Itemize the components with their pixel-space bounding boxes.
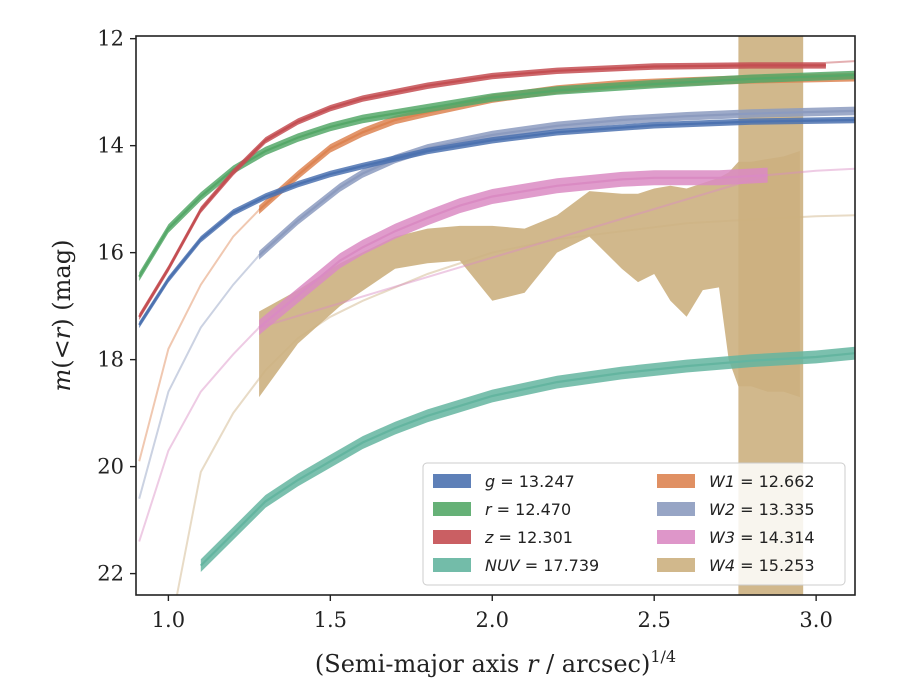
legend-band-value: = 12.301 (493, 528, 573, 547)
series-w1-extrapolated-line (138, 209, 260, 462)
legend-label: W2 = 13.335 (709, 500, 815, 519)
y-tick-label: 16 (97, 241, 124, 265)
series-w2 (138, 106, 855, 499)
series-r-line (138, 73, 855, 278)
series-w2-line (258, 109, 855, 257)
axes-ticks: 1.0 1.5 2.0 2.5 3.0 12 14 16 18 20 22 (97, 27, 833, 632)
legend-swatch (657, 558, 695, 572)
series-r (138, 70, 855, 281)
legend-item-w2: W2 = 13.335 (657, 500, 815, 519)
legend-band-name: g (485, 472, 495, 491)
legend-swatch (433, 474, 471, 488)
legend-item-nuv: NUV = 17.739 (433, 556, 599, 575)
legend-swatch (433, 502, 471, 516)
series-z-extrapolated-line (825, 60, 855, 64)
series-w3-line (258, 174, 768, 329)
y-tick-label: 14 (97, 134, 124, 158)
y-tick-label: 22 (97, 562, 124, 586)
series-nuv (200, 346, 855, 572)
legend-band-value: = 13.247 (495, 472, 575, 491)
legend-item-r: r = 12.470 (433, 500, 571, 519)
legend-label: W4 = 15.253 (709, 556, 815, 575)
y-tick-label: 12 (97, 27, 124, 51)
legend-band-value: = 12.470 (492, 500, 572, 519)
series-z (138, 60, 855, 320)
legend-band-value: = 15.253 (735, 556, 815, 575)
legend-swatch (657, 530, 695, 544)
y-axis-label: m(<r) (mag) (48, 240, 76, 392)
legend-label: r = 12.470 (485, 500, 571, 519)
series-g (138, 116, 855, 329)
legend-item-w3: W3 = 14.314 (657, 528, 815, 547)
plot-frame (135, 35, 856, 596)
x-tick-label: 1.5 (314, 608, 347, 632)
legend-band-name: W1 (709, 472, 735, 491)
legend-item-w4: W4 = 15.253 (657, 556, 815, 575)
y-tick-label: 20 (97, 455, 124, 479)
legend-band-name: W4 (709, 556, 735, 575)
legend-swatch (657, 474, 695, 488)
legend-band-value: = 17.739 (520, 556, 600, 575)
x-tick-label: 2.5 (637, 608, 670, 632)
series-nuv-line (200, 352, 855, 567)
legend-label: g = 13.247 (485, 472, 575, 491)
legend-box (422, 462, 846, 586)
y-tick-label: 18 (97, 348, 124, 372)
legend-band-value: = 14.314 (735, 528, 815, 547)
legend-label: W3 = 14.314 (709, 528, 815, 547)
legend-label: W1 = 12.662 (709, 472, 815, 491)
legend-swatch (433, 530, 471, 544)
legend-swatch (657, 502, 695, 516)
series-w3-band (259, 167, 768, 335)
series-w3-extrapolated-line (138, 167, 855, 542)
series-z-line (138, 64, 826, 318)
series-w2-extrapolated-line (138, 254, 260, 499)
x-tick-label: 3.0 (799, 608, 832, 632)
x-tick-label: 2.0 (476, 608, 509, 632)
x-tick-label: 1.0 (152, 608, 185, 632)
legend-item-g: g = 13.247 (433, 472, 575, 491)
series-w4-uncertainty-band (259, 151, 800, 398)
legend-band-value: = 13.335 (735, 500, 815, 519)
legend-item-w1: W1 = 12.662 (657, 472, 815, 491)
legend-swatch (433, 558, 471, 572)
legend-label: NUV = 17.739 (485, 556, 599, 575)
legend-band-name: r (485, 500, 493, 519)
legend-band-name: W3 (709, 528, 735, 547)
legend-item-z: z = 12.301 (433, 528, 573, 547)
legend-band-name: NUV (485, 556, 521, 575)
legend-band-value: = 12.662 (735, 472, 815, 491)
legend-band-name: z (484, 528, 494, 547)
series-g-line (138, 118, 855, 326)
legend-band-name: W2 (709, 500, 735, 519)
x-axis-label: (Semi-major axis r / arcsec)1/4 (315, 647, 676, 678)
legend-label: z = 12.301 (484, 528, 573, 547)
series-w3 (138, 167, 855, 542)
